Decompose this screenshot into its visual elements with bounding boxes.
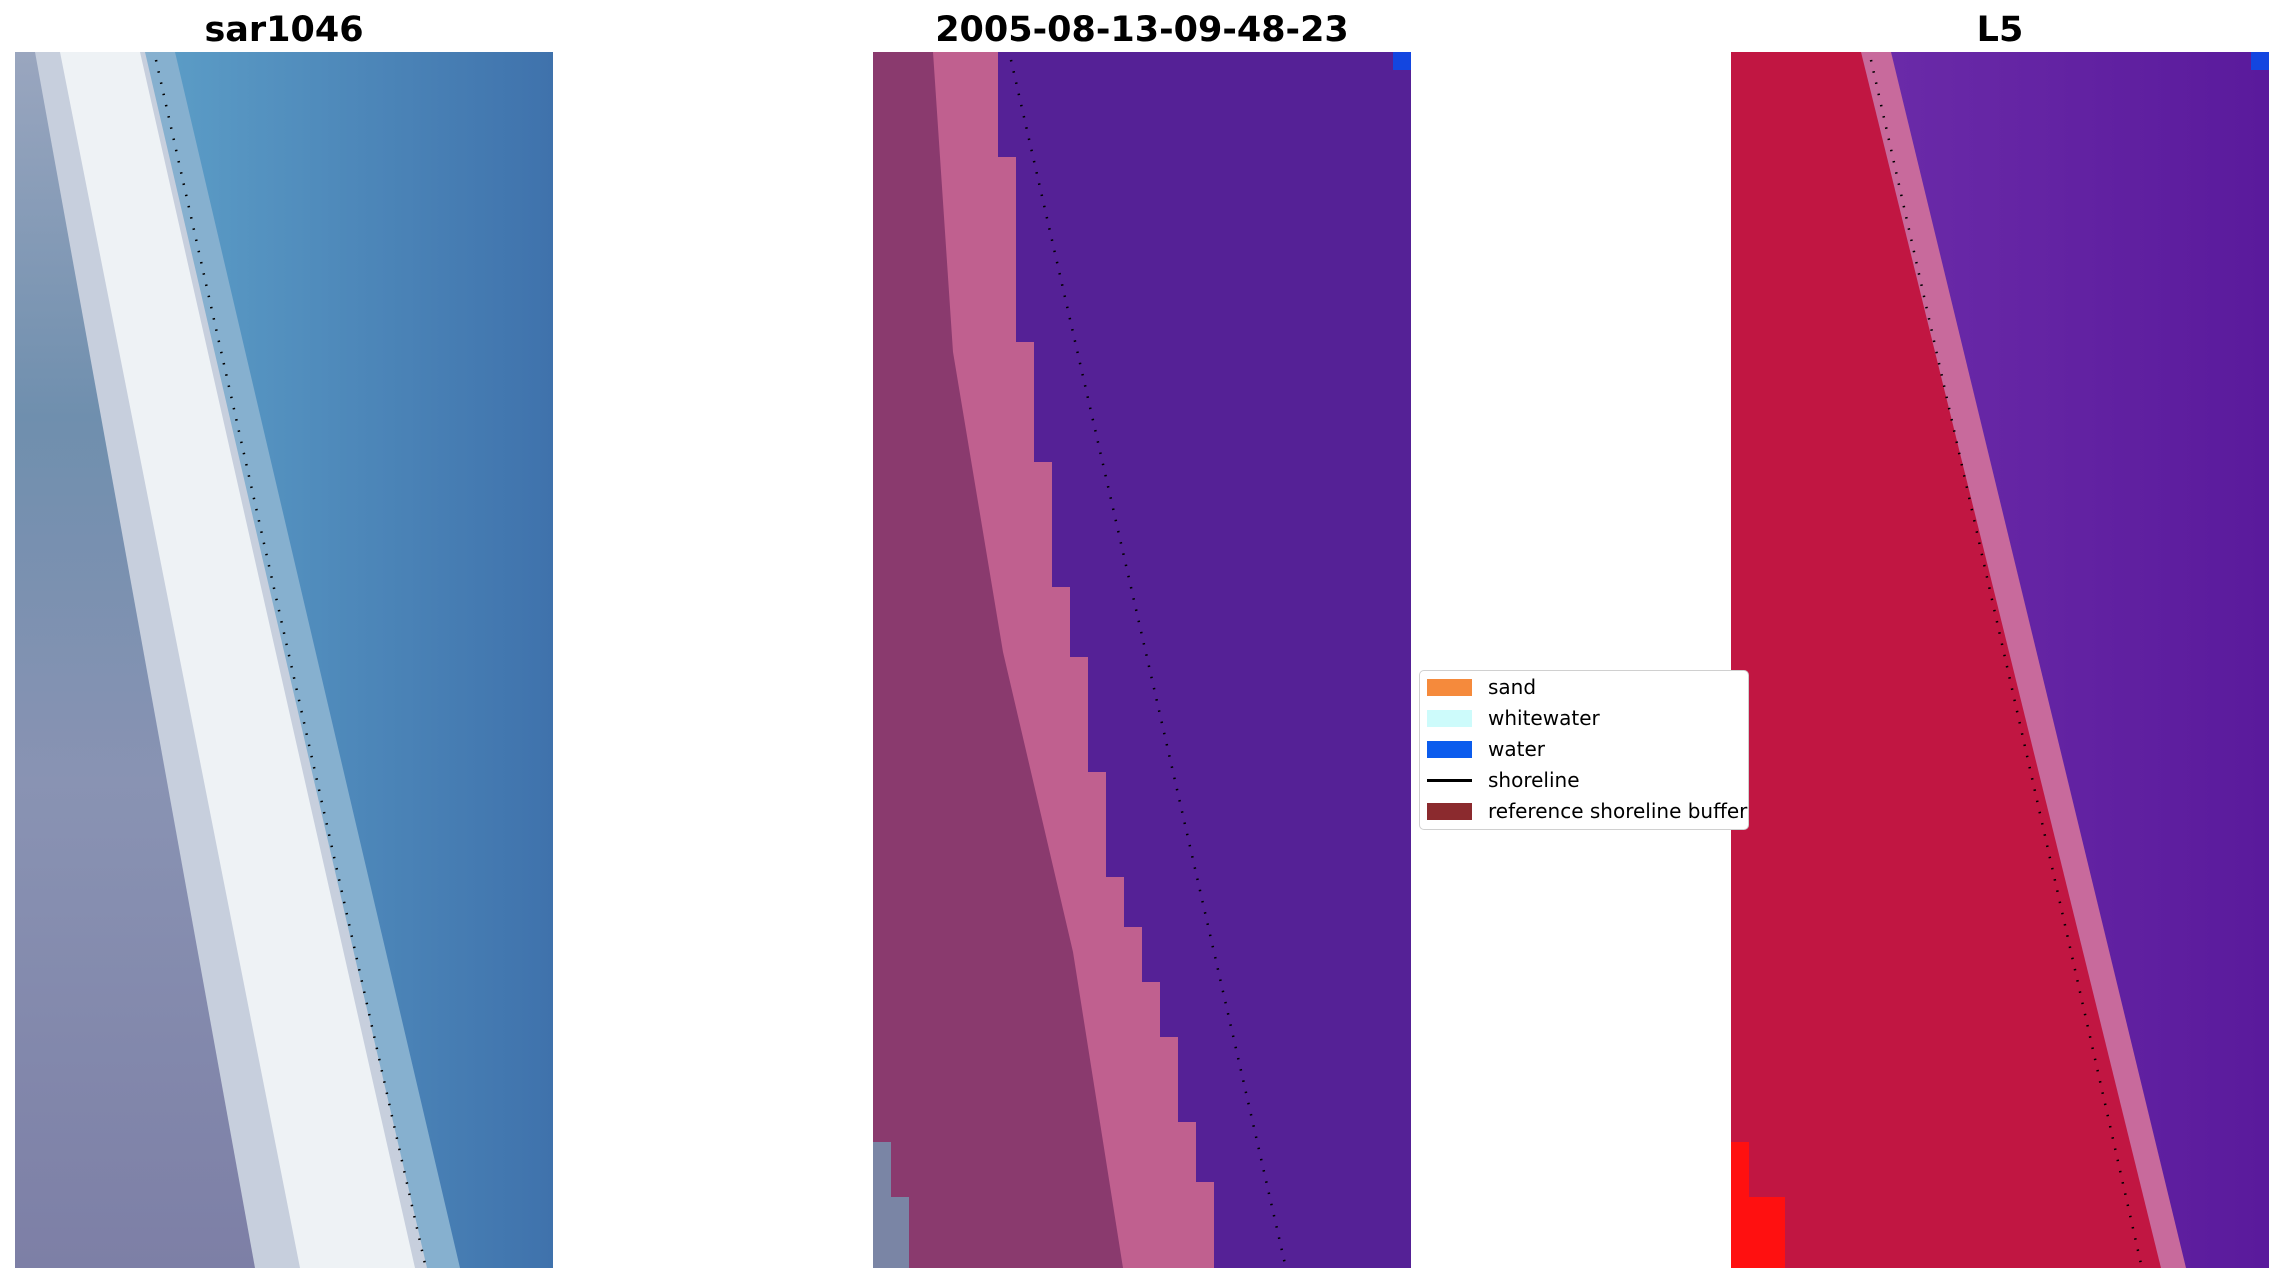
panel-title-classified: 2005-08-13-09-48-23 [935, 10, 1349, 50]
legend-label: whitewater [1488, 706, 1600, 730]
legend-item-sand: sand [1427, 672, 1536, 702]
legend-label: shoreline [1488, 768, 1580, 792]
whitewater-swatch [1427, 709, 1472, 727]
legend-item-shoreline: shoreline [1427, 765, 1580, 795]
shoreline-line-swatch [1427, 772, 1472, 789]
legend-item-reference-buffer: reference shoreline buffer [1427, 796, 1747, 826]
legend-label: water [1488, 737, 1545, 761]
legend-label: reference shoreline buffer [1488, 799, 1748, 823]
panel-title-rgb: sar1046 [204, 10, 364, 50]
panel-title-swir: L5 [1976, 10, 2024, 50]
reference-buffer-swatch [1427, 802, 1472, 820]
rgb-image [15, 52, 553, 1268]
classified-image [873, 52, 1411, 1268]
legend: sand whitewater water shoreline referenc… [1419, 670, 1749, 830]
sand-swatch [1427, 678, 1472, 696]
rgb-image-panel [15, 52, 553, 1268]
swir-image [1731, 52, 2269, 1268]
swir-image-panel [1731, 52, 2269, 1268]
legend-item-whitewater: whitewater [1427, 703, 1600, 733]
legend-item-water: water [1427, 734, 1545, 764]
legend-label: sand [1488, 675, 1537, 699]
classified-image-panel [873, 52, 1411, 1268]
water-swatch [1427, 740, 1472, 758]
